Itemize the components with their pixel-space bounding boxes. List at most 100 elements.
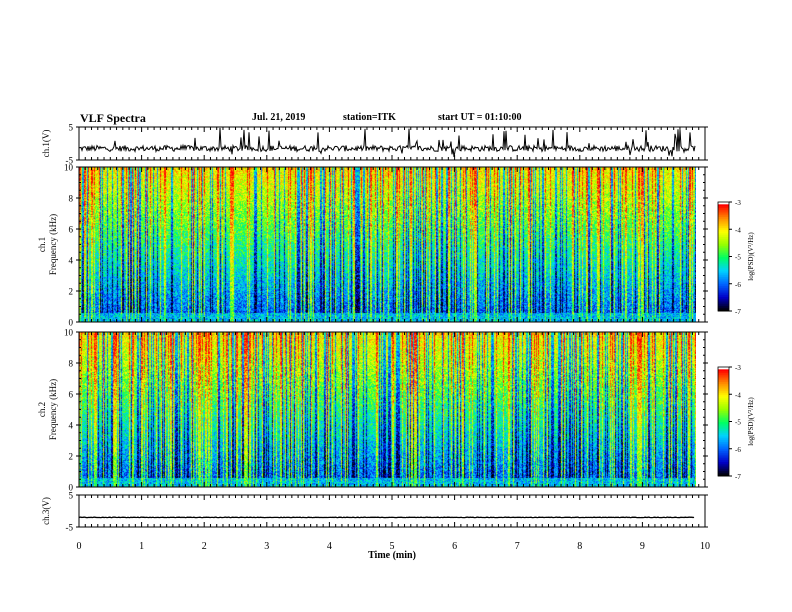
- colorbar-swatch: [718, 367, 729, 370]
- colorbar-swatch: [718, 401, 729, 404]
- colorbar-tick-label: -5: [735, 419, 741, 427]
- colorbar-swatch: [718, 388, 729, 392]
- colorbar-swatch: [718, 426, 729, 430]
- colorbar-swatch: [718, 203, 729, 207]
- x-tick-label: 2: [202, 541, 207, 552]
- y-tick-label: 5: [69, 123, 74, 133]
- colorbar-swatch: [718, 238, 729, 241]
- colorbar-swatch: [718, 301, 729, 305]
- colorbar-tick-label: -5: [735, 254, 741, 262]
- colorbar-swatch: [718, 214, 729, 218]
- colorbar-swatch: [718, 450, 729, 453]
- y-tick-label: 10: [64, 328, 74, 338]
- colorbar-swatch: [718, 240, 729, 243]
- colorbar-swatch: [718, 377, 729, 381]
- x-tick-label: 8: [577, 541, 582, 552]
- colorbar-swatch: [718, 399, 729, 403]
- ch2-spectrogram-colorbar: -3 -4 -5 -6 -7 log(PSD)(V²/Hz): [717, 364, 755, 481]
- y-tick-label: 8: [69, 194, 74, 204]
- colorbar-swatch: [718, 446, 729, 450]
- colorbar-swatch: [718, 392, 729, 395]
- colorbar-swatch: [718, 441, 729, 444]
- colorbar-swatch: [718, 289, 729, 292]
- colorbar-swatch: [718, 372, 729, 375]
- colorbar-swatch: [718, 245, 729, 248]
- colorbar-swatch: [718, 425, 729, 428]
- colorbar-swatch: [718, 419, 729, 422]
- x-tick-label: 9: [640, 541, 645, 552]
- colorbar-swatch: [718, 231, 729, 234]
- y-tick-label: 0: [69, 483, 74, 493]
- x-tick-label: 3: [264, 541, 269, 552]
- colorbar-swatch: [718, 263, 729, 267]
- x-axis-label: Time (min): [368, 550, 416, 561]
- colorbar-swatch: [718, 220, 729, 223]
- colorbar-tick-label: -4: [735, 226, 741, 234]
- colorbar-swatch: [718, 287, 729, 290]
- colorbar-swatch: [718, 300, 729, 303]
- colorbar-swatch: [718, 408, 729, 412]
- y-tick-label: 0: [69, 318, 74, 328]
- colorbar-swatch: [718, 381, 729, 384]
- colorbar-swatch: [718, 454, 729, 457]
- header-date: Jul. 21, 2019: [252, 112, 306, 123]
- ch1-waveform-panel: [78, 127, 696, 158]
- colorbar-swatch: [718, 394, 729, 397]
- colorbar-swatch: [718, 434, 729, 437]
- colorbar-tick-label: -4: [735, 391, 741, 399]
- colorbar-swatch: [718, 370, 729, 373]
- colorbar-swatch: [718, 368, 729, 372]
- colorbar-label: log(PSD)(V²/Hz): [747, 232, 755, 281]
- ch1-spectrogram-ylabel-quantity: Frequency (kHz): [48, 214, 58, 275]
- colorbar-swatch: [718, 376, 729, 379]
- colorbar-swatch: [718, 403, 729, 406]
- colorbar-swatch: [718, 247, 729, 250]
- colorbar-swatch: [718, 459, 729, 462]
- colorbar-swatch: [718, 269, 729, 272]
- colorbar-swatch: [718, 410, 729, 413]
- x-tick-label: 10: [700, 541, 710, 552]
- colorbar-tick-label: -6: [735, 281, 741, 289]
- colorbar-swatch: [718, 421, 729, 424]
- y-tick-label: 2: [69, 287, 74, 297]
- colorbar-swatch: [718, 211, 729, 214]
- x-tick-label: 1: [139, 541, 144, 552]
- colorbar-tick-label: -3: [735, 364, 741, 372]
- colorbar-swatch: [718, 390, 729, 393]
- colorbar-swatch: [718, 232, 729, 236]
- colorbar-swatch: [718, 243, 729, 247]
- colorbar-swatch: [718, 261, 729, 265]
- colorbar-swatch: [718, 260, 729, 263]
- colorbar-swatch: [718, 241, 729, 245]
- colorbar-swatch: [718, 256, 729, 259]
- colorbar-swatch: [718, 225, 729, 228]
- colorbar-swatch: [718, 396, 729, 399]
- colorbar-swatch: [718, 417, 729, 421]
- colorbar-swatch: [718, 443, 729, 446]
- colorbar-swatch: [718, 278, 729, 281]
- colorbar-tick-label: -7: [735, 308, 741, 316]
- colorbar-swatch: [718, 445, 729, 448]
- colorbar-swatch: [718, 463, 729, 466]
- colorbar-swatch: [718, 292, 729, 296]
- colorbar-swatch: [718, 252, 729, 256]
- colorbar-tick-label: -6: [735, 446, 741, 454]
- colorbar-tick-label: -3: [735, 199, 741, 207]
- ch1-spectrogram-image: [79, 167, 696, 322]
- ch2-spectrogram-image: [79, 332, 696, 487]
- y-tick-label: 5: [69, 491, 74, 501]
- colorbar-swatch: [718, 227, 729, 230]
- ch1-spectrogram-colorbar: -3 -4 -5 -6 -7 log(PSD)(V²/Hz): [717, 199, 755, 316]
- colorbar-swatch: [718, 470, 729, 473]
- colorbar-swatch: [718, 274, 729, 277]
- x-tick-label: 0: [77, 541, 82, 552]
- colorbar-swatch: [718, 379, 729, 383]
- colorbar-swatch: [718, 236, 729, 239]
- ch2-spectrogram-ylabel-quantity: Frequency (kHz): [48, 379, 58, 440]
- colorbar-swatch: [718, 374, 729, 377]
- colorbar-swatch: [718, 397, 729, 401]
- colorbar-swatch: [718, 271, 729, 274]
- colorbar-swatch: [718, 406, 729, 410]
- y-tick-label: -5: [66, 523, 74, 533]
